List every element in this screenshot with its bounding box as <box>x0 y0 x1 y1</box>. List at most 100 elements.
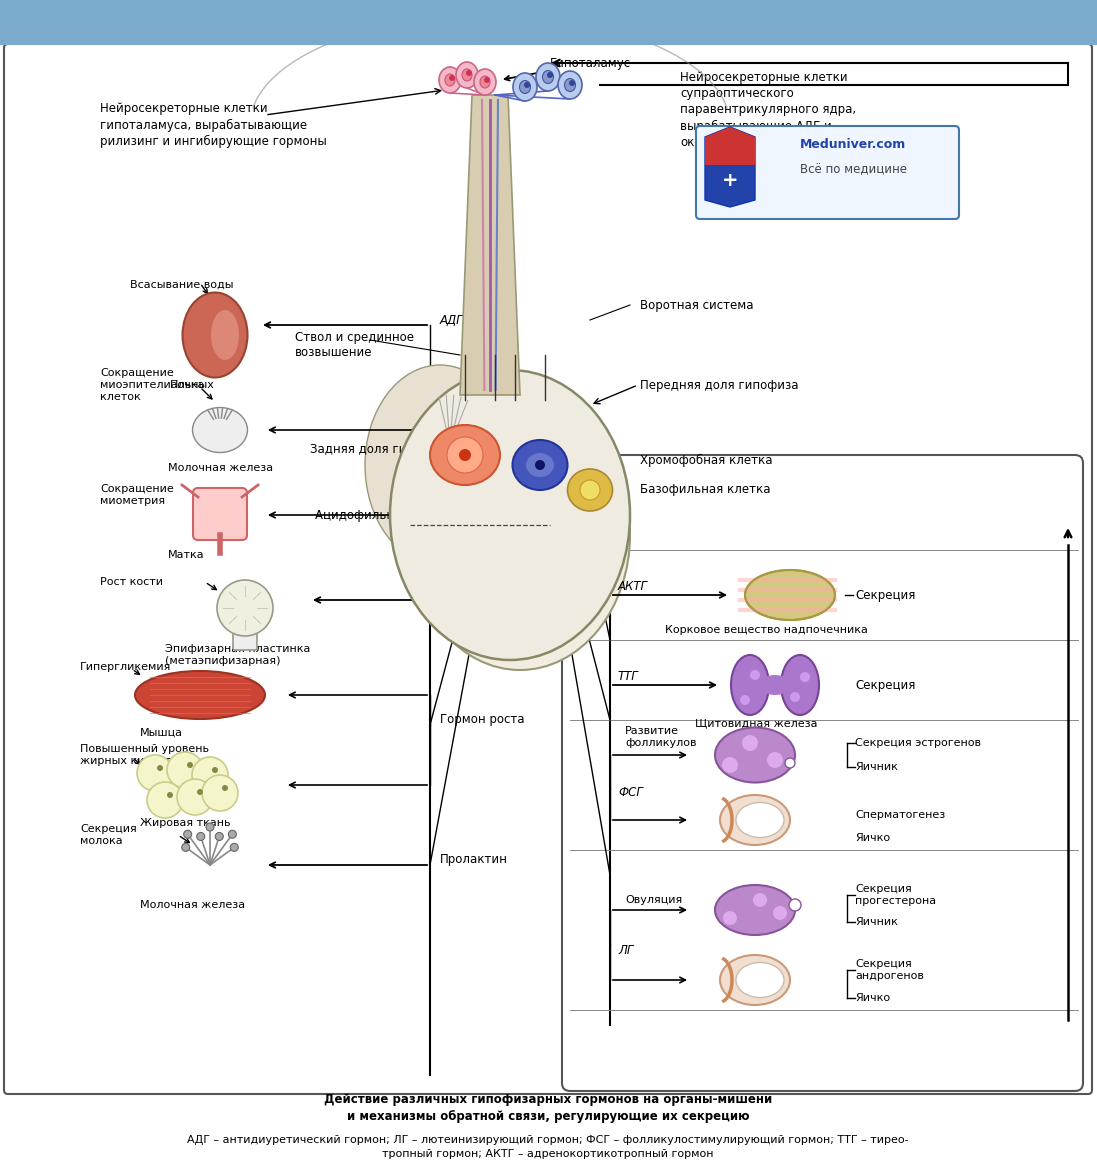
Circle shape <box>722 757 738 773</box>
Circle shape <box>484 78 490 83</box>
Text: АКТГ: АКТГ <box>618 580 648 593</box>
Text: Секреция: Секреция <box>855 678 915 692</box>
FancyBboxPatch shape <box>0 0 1097 45</box>
Ellipse shape <box>558 70 583 99</box>
Polygon shape <box>460 95 520 395</box>
Text: Сокращение
миоэпителиальных
клеток: Сокращение миоэпителиальных клеток <box>100 368 214 402</box>
Ellipse shape <box>135 671 265 719</box>
Ellipse shape <box>391 370 630 660</box>
Text: +: + <box>722 170 738 189</box>
Text: Рост кости: Рост кости <box>100 577 163 588</box>
Text: Гормоны гипофиза и их функция: Гормоны гипофиза и их функция <box>281 9 815 36</box>
FancyBboxPatch shape <box>562 455 1083 1092</box>
Text: Развитие
фолликулов: Развитие фолликулов <box>625 726 697 748</box>
Ellipse shape <box>410 400 630 670</box>
Text: ФСГ: ФСГ <box>618 786 643 799</box>
Text: Meduniver.com: Meduniver.com <box>800 139 906 152</box>
Ellipse shape <box>365 365 514 565</box>
Circle shape <box>800 672 810 681</box>
Circle shape <box>202 776 238 811</box>
Text: Повышенный уровень
жирных кислот: Повышенный уровень жирных кислот <box>80 744 210 766</box>
Circle shape <box>177 779 213 815</box>
Text: Базофильная клетка: Базофильная клетка <box>640 483 770 497</box>
Text: Гипергликемия: Гипергликемия <box>80 662 171 672</box>
Circle shape <box>206 822 214 831</box>
Circle shape <box>580 481 600 501</box>
Circle shape <box>466 70 472 76</box>
Ellipse shape <box>456 62 478 88</box>
Circle shape <box>215 832 224 840</box>
Ellipse shape <box>525 454 554 477</box>
Ellipse shape <box>182 293 248 377</box>
Circle shape <box>222 785 228 791</box>
Circle shape <box>785 758 795 768</box>
Ellipse shape <box>462 69 472 81</box>
Circle shape <box>750 670 760 680</box>
Text: Гормон роста: Гормон роста <box>440 589 524 602</box>
FancyBboxPatch shape <box>695 126 959 219</box>
Text: Секреция эстрогенов: Секреция эстрогенов <box>855 738 981 748</box>
Ellipse shape <box>192 408 248 452</box>
Ellipse shape <box>720 795 790 845</box>
Circle shape <box>789 899 801 911</box>
Text: Ацидофильная клетка: Ацидофильная клетка <box>315 509 455 522</box>
Text: Почка: Почка <box>170 380 205 390</box>
Text: Матка: Матка <box>168 550 205 560</box>
Text: Эпифизарная пластинка
(метаэпифизарная): Эпифизарная пластинка (метаэпифизарная) <box>165 644 310 666</box>
Text: Секреция
прогестерона: Секреция прогестерона <box>855 884 936 906</box>
Polygon shape <box>705 127 755 164</box>
Circle shape <box>773 906 787 920</box>
Ellipse shape <box>520 81 531 94</box>
Ellipse shape <box>211 310 239 360</box>
Circle shape <box>192 757 228 793</box>
Ellipse shape <box>760 674 790 694</box>
Text: Секреция
андрогенов: Секреция андрогенов <box>855 959 924 981</box>
Text: Сокращение
миометрия: Сокращение миометрия <box>100 484 173 506</box>
Text: Окситоцин: Окситоцин <box>440 462 508 475</box>
Ellipse shape <box>445 74 455 86</box>
FancyBboxPatch shape <box>233 606 257 650</box>
Text: ЛГ: ЛГ <box>618 944 633 956</box>
Text: Хромофобная клетка: Хромофобная клетка <box>640 454 772 466</box>
Ellipse shape <box>736 962 784 998</box>
Text: Молочная железа: Молочная железа <box>140 900 245 909</box>
Text: Ствол и срединное
возвышение: Ствол и срединное возвышение <box>295 330 414 360</box>
Text: Яичник: Яичник <box>855 916 897 927</box>
Ellipse shape <box>715 885 795 935</box>
Text: Сперматогенез: Сперматогенез <box>855 810 946 820</box>
Ellipse shape <box>736 803 784 838</box>
Circle shape <box>182 844 190 852</box>
Text: Всасывание воды: Всасывание воды <box>131 280 234 290</box>
Circle shape <box>167 752 203 788</box>
Circle shape <box>569 80 575 86</box>
Circle shape <box>196 832 205 840</box>
Ellipse shape <box>430 425 500 485</box>
Text: Воротная система: Воротная система <box>640 298 754 311</box>
Ellipse shape <box>567 469 612 511</box>
Ellipse shape <box>543 70 554 83</box>
Circle shape <box>147 783 183 818</box>
Ellipse shape <box>715 727 795 783</box>
Text: Мышца: Мышца <box>140 728 183 738</box>
Text: Нейросекреторные клетки
гипоталамуса, вырабатывающие
рилизинг и ингибирующие гор: Нейросекреторные клетки гипоталамуса, вы… <box>100 102 327 148</box>
Ellipse shape <box>536 63 559 90</box>
Ellipse shape <box>781 654 819 716</box>
Text: ТТГ: ТТГ <box>618 671 638 684</box>
Text: Действие различных гипофизарных гормонов на органы-мишени
и механизмы обратной с: Действие различных гипофизарных гормонов… <box>324 1093 772 1123</box>
Ellipse shape <box>513 73 538 101</box>
Text: Пролактин: Пролактин <box>440 853 508 866</box>
Text: АДГ: АДГ <box>440 314 464 327</box>
Text: Яичник: Яичник <box>855 763 897 772</box>
Circle shape <box>228 831 236 838</box>
Text: Секреция: Секреция <box>855 589 915 602</box>
Text: Секреция
молока: Секреция молока <box>80 824 137 846</box>
Circle shape <box>790 692 800 701</box>
Polygon shape <box>705 127 755 207</box>
Circle shape <box>217 580 273 636</box>
Ellipse shape <box>512 439 567 490</box>
FancyBboxPatch shape <box>193 488 247 540</box>
Circle shape <box>524 82 530 88</box>
Ellipse shape <box>745 570 835 620</box>
Text: Всё по медицине: Всё по медицине <box>800 163 907 176</box>
Text: Молочная железа: Молочная железа <box>168 463 273 474</box>
